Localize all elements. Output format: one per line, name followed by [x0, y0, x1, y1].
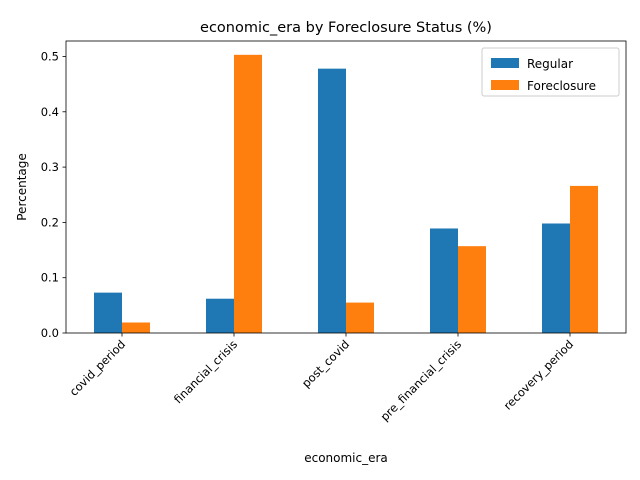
y-axis-label: Percentage [15, 153, 29, 221]
plot-area [65, 40, 627, 334]
bar-regular-financial_crisis [206, 298, 234, 333]
bar-foreclosure-covid_period [122, 322, 150, 333]
bar-foreclosure-financial_crisis [234, 54, 262, 334]
y-tick-label: 0.2 [41, 215, 59, 229]
legend-label-foreclosure: Foreclosure [527, 79, 596, 93]
legend-swatch-regular [491, 58, 519, 68]
y-tick-label: 0.1 [41, 271, 59, 285]
legend-label-regular: Regular [527, 57, 573, 71]
bar-regular-covid_period [94, 292, 122, 333]
legend-swatch-foreclosure [491, 80, 519, 90]
bar-foreclosure-pre_financial_crisis [458, 246, 486, 333]
legend: Regular Foreclosure [481, 47, 620, 97]
y-tick-label: 0.5 [41, 49, 59, 63]
y-tick-label: 0.3 [41, 160, 59, 174]
bar-regular-recovery_period [542, 223, 570, 333]
bar-foreclosure-post_covid [346, 302, 374, 333]
x-axis-label: economic_era [304, 451, 388, 465]
y-tick-label: 0.4 [41, 105, 59, 119]
bar-regular-post_covid [318, 68, 346, 333]
y-axis: 0.0 0.1 0.2 0.3 0.4 0.5 [41, 49, 66, 340]
bar-regular-pre_financial_crisis [430, 228, 458, 333]
chart-title: economic_era by Foreclosure Status (%) [200, 20, 492, 36]
bar-foreclosure-recovery_period [570, 185, 598, 333]
y-tick-label: 0.0 [41, 326, 59, 340]
